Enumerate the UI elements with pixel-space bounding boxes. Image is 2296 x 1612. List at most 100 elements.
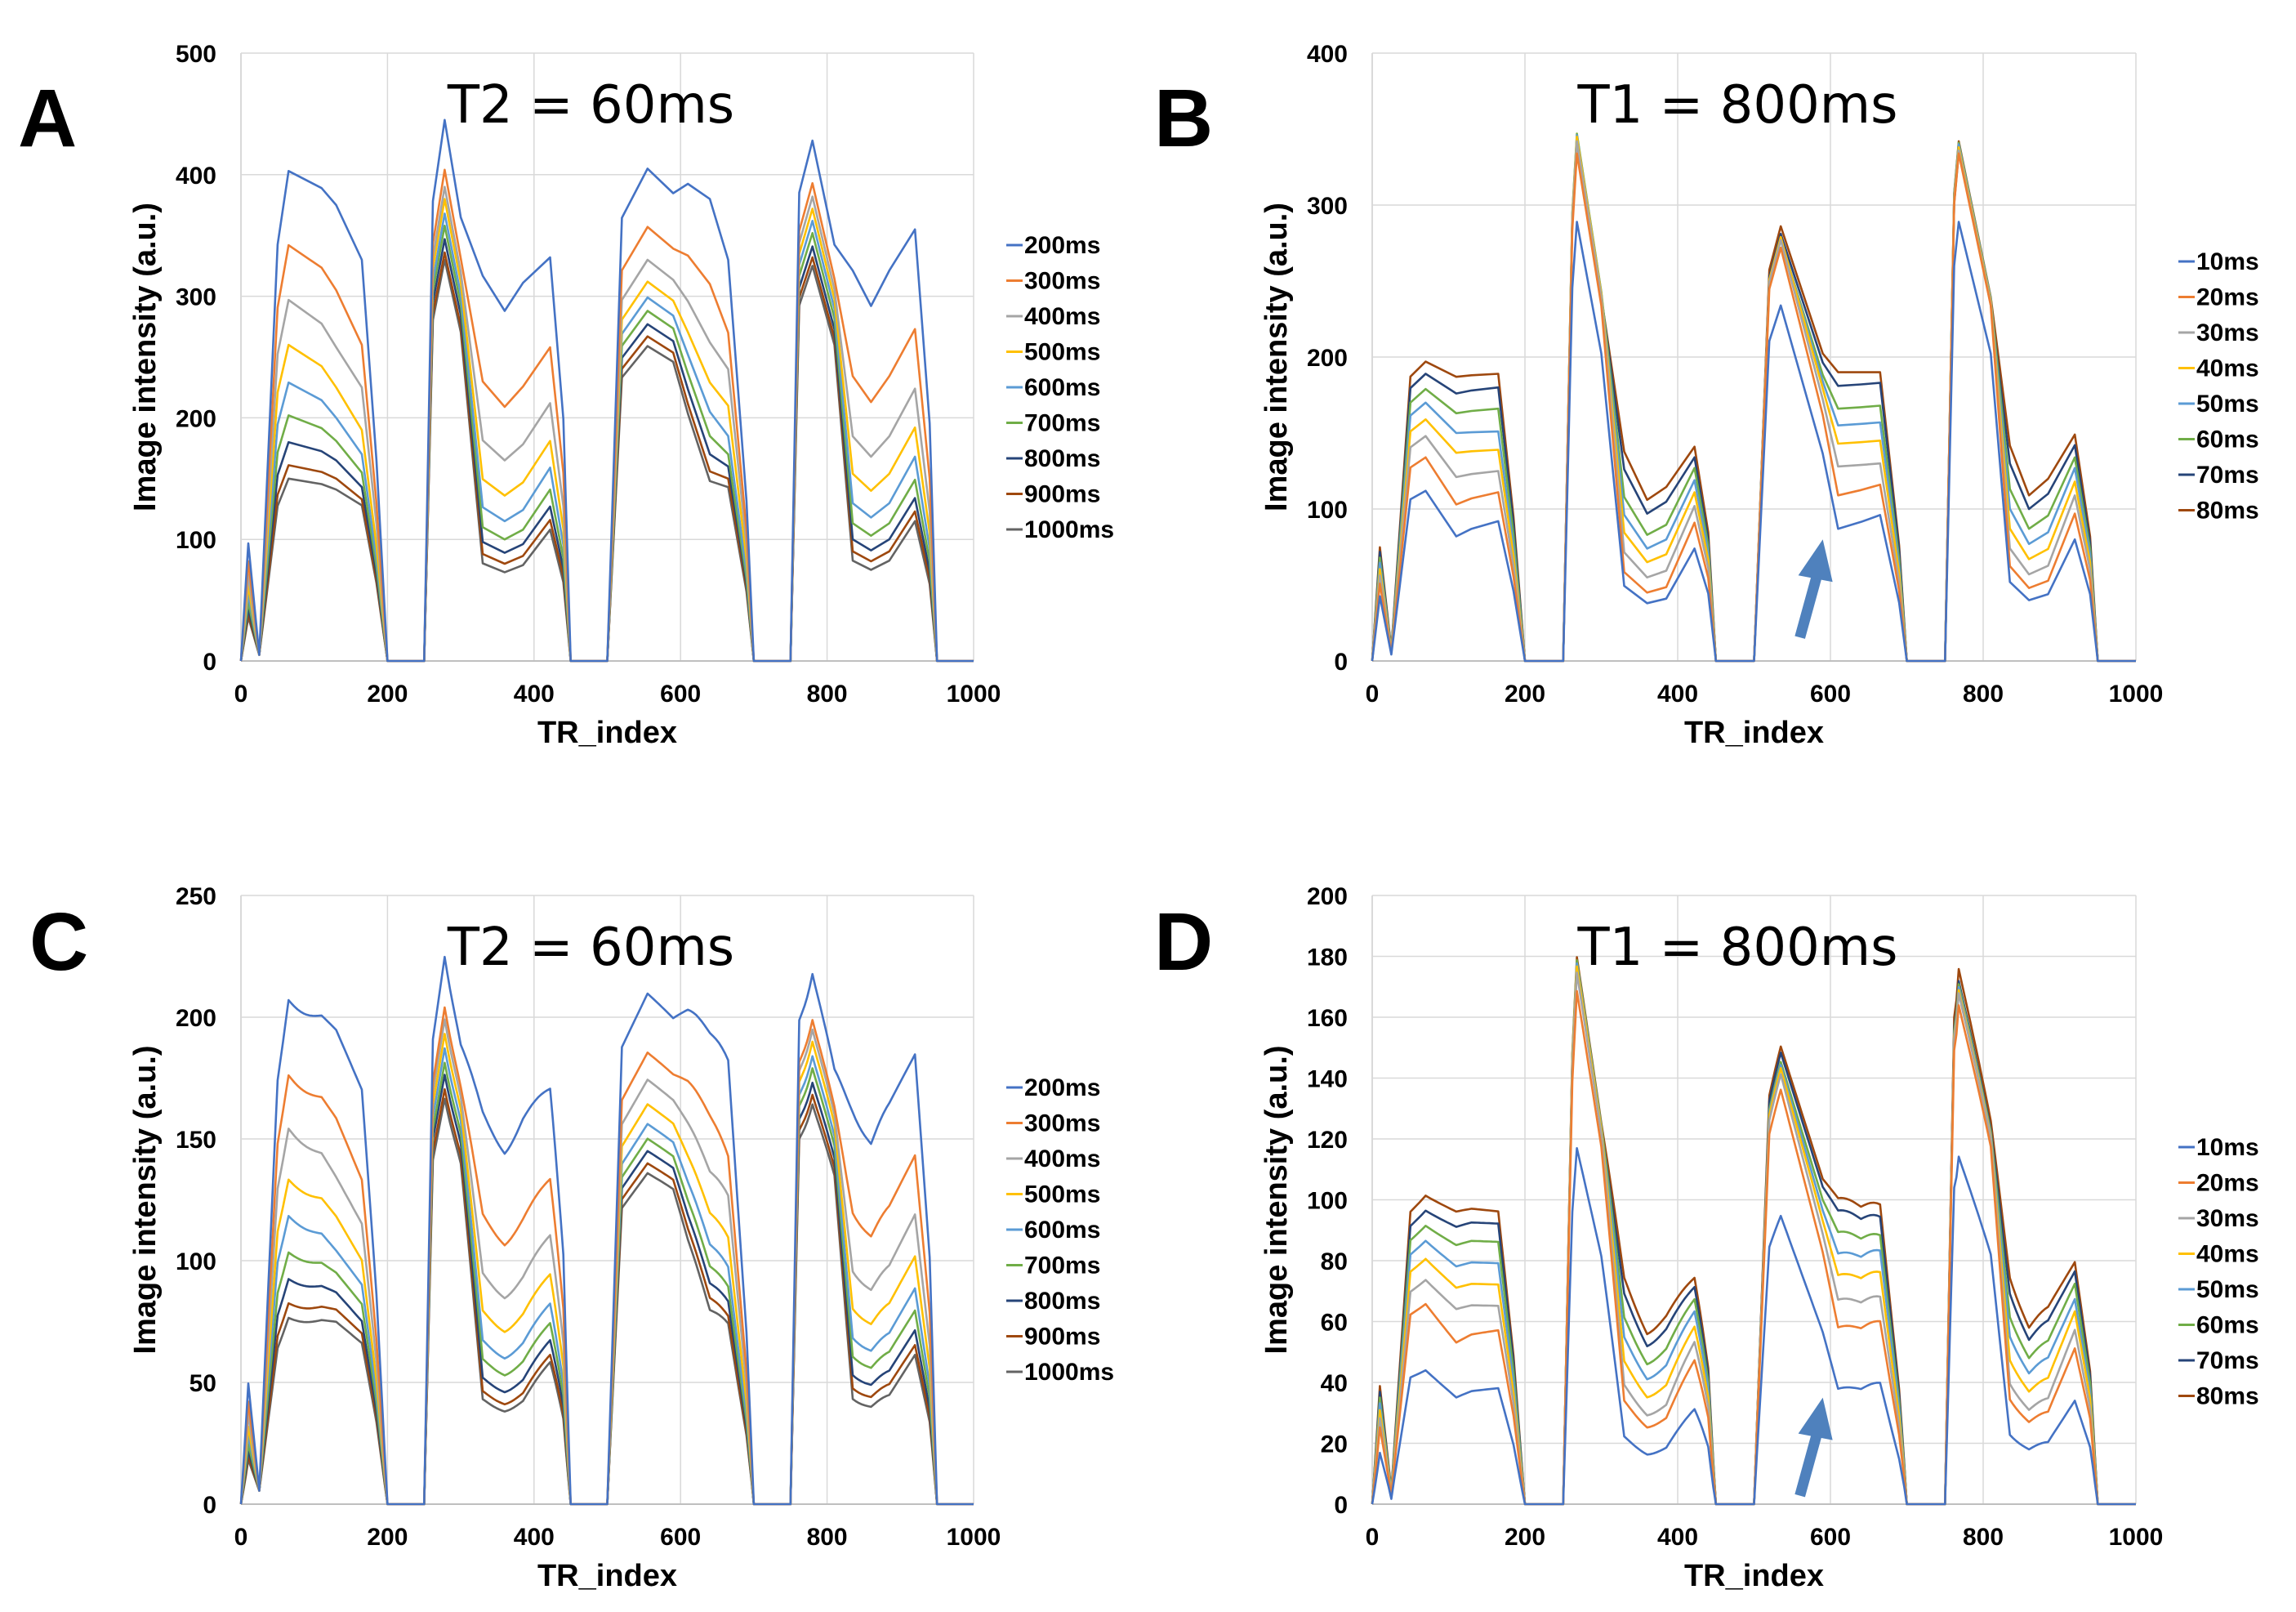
- x-tick-label: 600: [1810, 1524, 1851, 1551]
- series-line-40ms: [1371, 136, 2136, 663]
- y-tick-label: 140: [1307, 1066, 1348, 1093]
- legend-entry-40ms: 40ms: [2196, 355, 2259, 382]
- legend-entry-800ms: 800ms: [1024, 1288, 1100, 1315]
- series-line-20ms: [1371, 989, 2136, 1506]
- y-tick-label: 160: [1307, 1005, 1348, 1032]
- y-tick-label: 0: [203, 1492, 216, 1519]
- x-tick-label: 0: [234, 681, 248, 708]
- series-line-200ms: [239, 955, 974, 1506]
- y-tick-label: 40: [1321, 1370, 1348, 1397]
- series-line-200ms: [239, 118, 974, 663]
- legend-entry-30ms: 30ms: [2196, 319, 2259, 346]
- series-line-80ms: [1371, 140, 2136, 663]
- legend-entry-70ms: 70ms: [2196, 462, 2259, 489]
- x-tick-label: 1000: [947, 681, 1001, 708]
- y-tick-label: 200: [176, 1005, 216, 1032]
- legend-entry-10ms: 10ms: [2196, 248, 2259, 275]
- legend-entry-80ms: 80ms: [2196, 498, 2259, 525]
- y-tick-label: 0: [1334, 1492, 1348, 1519]
- series-line-50ms: [1371, 962, 2136, 1506]
- legend-entry-500ms: 500ms: [1024, 339, 1100, 366]
- series-line-10ms: [1371, 221, 2136, 663]
- x-tick-label: 800: [807, 681, 848, 708]
- y-tick-label: 100: [176, 527, 216, 554]
- x-tick-label: 600: [660, 681, 701, 708]
- series-line-60ms: [1371, 959, 2136, 1506]
- y-tick-label: 0: [203, 649, 216, 676]
- series-line-300ms: [239, 1006, 974, 1506]
- x-tick-label: 400: [514, 1524, 555, 1551]
- parameter-annotation: T1 = 800ms: [1577, 918, 1898, 978]
- panel-d: D 0 20 40 60 80 100 120 140 160 180 200 0 200 400 600 8…: [1148, 806, 2296, 1612]
- legend-entry-10ms: 10ms: [2196, 1134, 2259, 1161]
- x-axis-label: TR_index: [537, 716, 677, 750]
- panel-label: D: [1154, 896, 1214, 988]
- x-tick-label: 800: [1963, 1524, 2004, 1551]
- y-tick-label: 50: [189, 1370, 216, 1397]
- series-line-50ms: [1371, 134, 2136, 663]
- series-line-1000ms: [239, 1097, 974, 1506]
- y-axis-label: Image intensity (a.u.): [128, 1046, 163, 1355]
- legend-entry-80ms: 80ms: [2196, 1383, 2259, 1410]
- series-line-60ms: [1371, 132, 2136, 663]
- y-tick-label: 0: [1334, 649, 1348, 676]
- panel-c: C 0 50 100 150 200 250 0 200 400 600 800 1000 TR_ind…: [0, 806, 1148, 1612]
- chart-b: 0 100 200 300 400 0 200 400 600 800 1000 TR_index Im…: [1259, 41, 2259, 750]
- x-axis-label: TR_index: [1684, 716, 1824, 750]
- y-tick-label: 200: [176, 405, 216, 432]
- y-tick-label: 150: [176, 1127, 216, 1154]
- y-axis-label: Image intensity (a.u.): [1259, 203, 1294, 511]
- y-tick-label: 200: [1307, 883, 1348, 910]
- x-tick-label: 1000: [2109, 1524, 2164, 1551]
- series-line-30ms: [1371, 140, 2136, 663]
- x-tick-label: 200: [367, 1524, 408, 1551]
- parameter-annotation: T2 = 60ms: [447, 75, 734, 136]
- legend-entry-700ms: 700ms: [1024, 1253, 1100, 1279]
- series-line-500ms: [239, 198, 974, 663]
- legend-entry-300ms: 300ms: [1024, 268, 1100, 295]
- legend-entry-50ms: 50ms: [2196, 391, 2259, 418]
- legend-entry-600ms: 600ms: [1024, 374, 1100, 401]
- x-tick-label: 800: [807, 1524, 848, 1551]
- x-tick-label: 200: [367, 681, 408, 708]
- x-tick-label: 200: [1505, 681, 1545, 708]
- y-tick-label: 250: [176, 883, 216, 910]
- parameter-annotation: T1 = 800ms: [1577, 75, 1898, 136]
- series-line-600ms: [239, 1047, 974, 1506]
- legend-entry-300ms: 300ms: [1024, 1110, 1100, 1137]
- y-tick-label: 80: [1321, 1248, 1348, 1275]
- legend-entry-900ms: 900ms: [1024, 481, 1100, 508]
- y-tick-label: 180: [1307, 944, 1348, 971]
- panel-label: B: [1154, 73, 1214, 164]
- series-line-900ms: [239, 251, 974, 663]
- y-tick-label: 100: [176, 1248, 216, 1275]
- series-line-30ms: [1371, 971, 2136, 1506]
- legend-entry-60ms: 60ms: [2196, 1312, 2259, 1339]
- legend-entry-60ms: 60ms: [2196, 426, 2259, 453]
- y-tick-label: 200: [1307, 345, 1348, 372]
- legend-entry-20ms: 20ms: [2196, 284, 2259, 311]
- y-axis-label: Image intensity (a.u.): [1259, 1046, 1294, 1355]
- y-tick-label: 400: [176, 163, 216, 190]
- x-tick-label: 600: [660, 1524, 701, 1551]
- x-tick-label: 400: [1657, 1524, 1698, 1551]
- x-tick-label: 0: [234, 1524, 248, 1551]
- chart-d: 0 20 40 60 80 100 120 140 160 180 200 0 200 400 600 800…: [1259, 883, 2259, 1593]
- panel-a: A 0 100 200 300 400 500 0 200 400 600 800 1000 TR_in…: [0, 0, 1148, 806]
- legend-entry-900ms: 900ms: [1024, 1324, 1100, 1351]
- x-axis-label: TR_index: [537, 1559, 677, 1593]
- y-tick-label: 300: [176, 284, 216, 311]
- series-line-600ms: [239, 212, 974, 663]
- y-tick-label: 100: [1307, 1188, 1348, 1215]
- x-tick-label: 1000: [947, 1524, 1001, 1551]
- x-tick-label: 1000: [2109, 681, 2164, 708]
- legend-entry-200ms: 200ms: [1024, 1074, 1100, 1101]
- x-axis-label: TR_index: [1684, 1559, 1824, 1593]
- arrow-annotation: [1794, 539, 1833, 639]
- y-tick-label: 100: [1307, 497, 1348, 524]
- legend-entry-500ms: 500ms: [1024, 1181, 1100, 1208]
- x-tick-label: 400: [514, 681, 555, 708]
- legend-entry-700ms: 700ms: [1024, 410, 1100, 437]
- legend-entry-1000ms: 1000ms: [1024, 1359, 1114, 1386]
- legend-entry-40ms: 40ms: [2196, 1241, 2259, 1268]
